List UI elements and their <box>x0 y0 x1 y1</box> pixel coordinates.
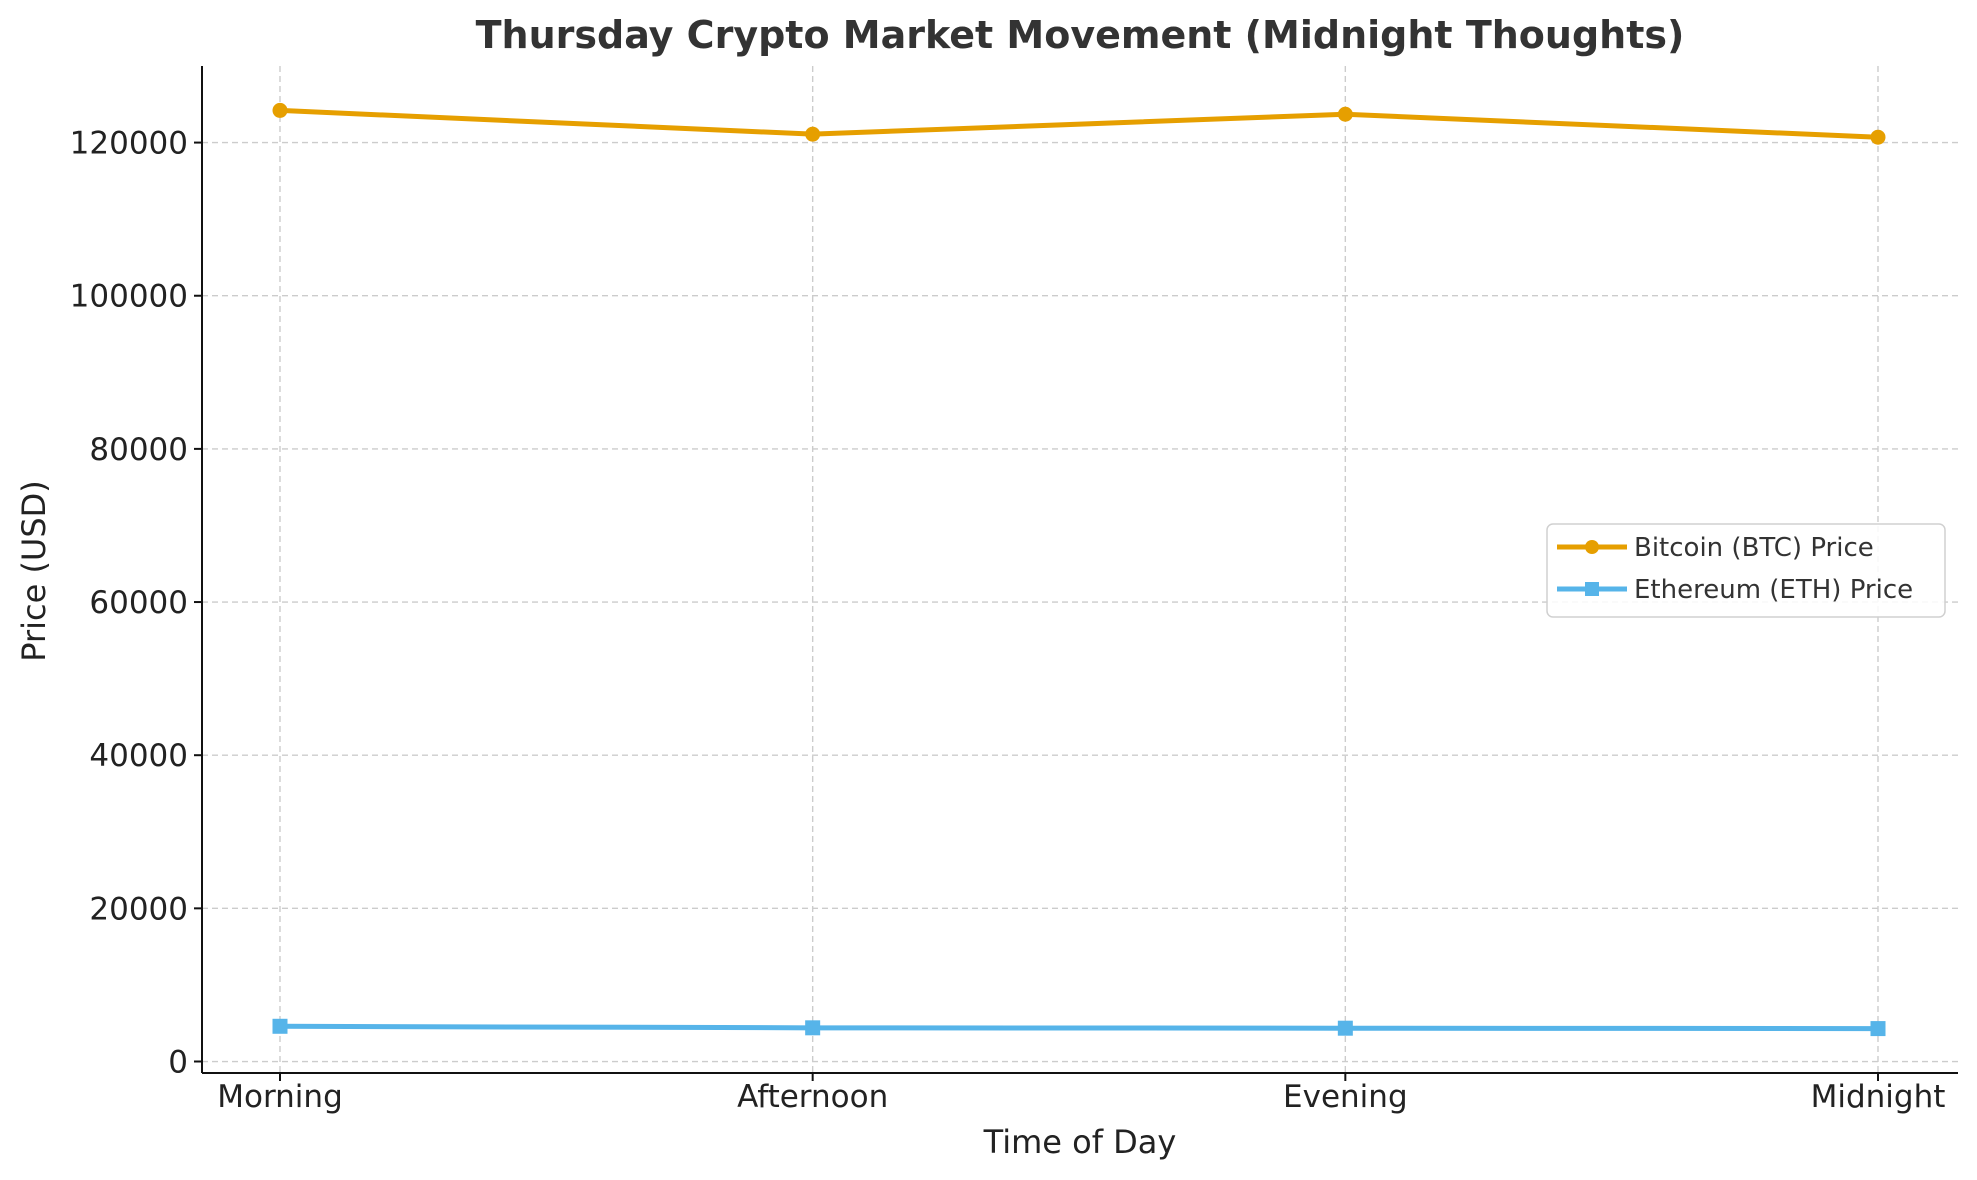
data-point <box>805 126 821 142</box>
chart-title: Thursday Crypto Market Movement (Midnigh… <box>476 13 1685 57</box>
series-line <box>277 1023 1881 1032</box>
legend: Bitcoin (BTC) Price Ethereum (ETH) Price <box>1546 523 1946 618</box>
data-point <box>1337 1020 1353 1036</box>
y-tick-label: 0 <box>168 1045 188 1081</box>
y-tick-label: 80000 <box>89 432 188 468</box>
data-point <box>1870 129 1886 145</box>
legend-box <box>1546 523 1946 618</box>
x-tick-label: Morning <box>217 1079 343 1115</box>
legend-marker <box>1585 540 1599 554</box>
legend-entry: Bitcoin (BTC) Price <box>1557 533 1874 563</box>
x-axis-label: Time of Day <box>983 1123 1177 1161</box>
y-tick-label: 40000 <box>89 738 188 774</box>
data-point <box>805 1020 821 1036</box>
series-line <box>277 107 1881 140</box>
y-tick-label: 100000 <box>70 279 188 315</box>
series-layer <box>272 102 1886 1037</box>
legend-label: Ethereum (ETH) Price <box>1634 575 1913 605</box>
y-tick-label: 60000 <box>89 585 188 621</box>
x-tick-label: Evening <box>1283 1079 1408 1115</box>
legend-marker <box>1585 582 1599 596</box>
legend-entry: Ethereum (ETH) Price <box>1557 575 1913 605</box>
x-tick-label: Midnight <box>1811 1079 1946 1115</box>
x-axis-ticks: Morning Afternoon Evening Midnight <box>217 1073 1945 1115</box>
x-tick-label: Afternoon <box>737 1079 888 1115</box>
legend-label: Bitcoin (BTC) Price <box>1634 533 1874 563</box>
data-point <box>1337 106 1353 122</box>
series-eth <box>272 1018 1886 1037</box>
data-point <box>1870 1021 1886 1037</box>
y-axis-label: Price (USD) <box>15 480 53 662</box>
series-btc <box>272 102 1886 145</box>
axes <box>201 66 1958 1074</box>
data-point <box>272 1018 288 1034</box>
y-tick-label: 120000 <box>70 126 188 162</box>
data-point <box>272 102 288 118</box>
y-tick-label: 20000 <box>89 891 188 927</box>
y-axis-ticks: 0 20000 40000 60000 80000 100000 120000 <box>70 126 202 1081</box>
